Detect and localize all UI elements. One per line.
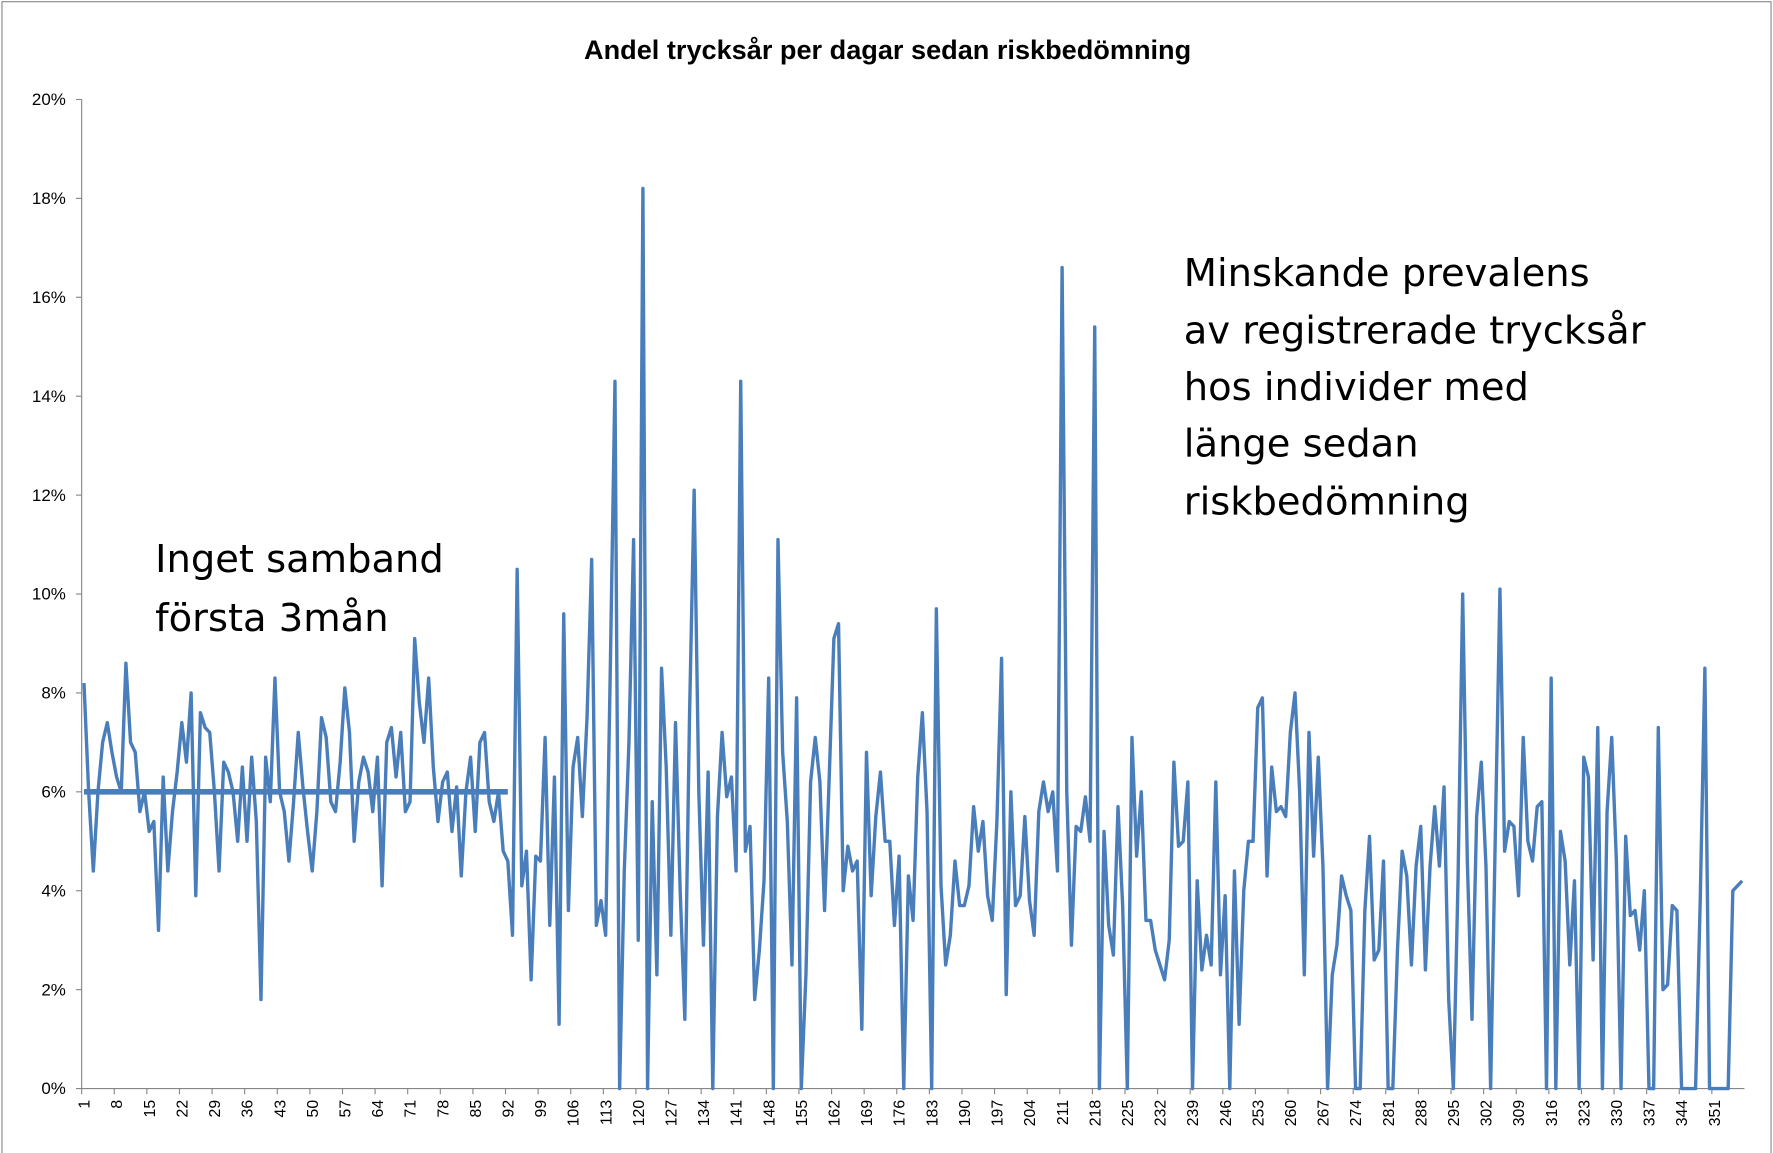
- x-tick-label: 120: [631, 1100, 648, 1127]
- y-tick-label: 12%: [32, 486, 66, 505]
- x-tick-label: 309: [1511, 1100, 1528, 1127]
- x-tick-label: 218: [1087, 1100, 1104, 1127]
- y-tick-label: 10%: [32, 585, 66, 604]
- x-tick-label: 295: [1446, 1100, 1463, 1127]
- x-tick-label: 176: [892, 1100, 909, 1127]
- x-tick-label: 64: [370, 1100, 387, 1118]
- annotation-line: hos individer med: [1184, 365, 1529, 410]
- x-tick-label: 8: [109, 1100, 126, 1109]
- x-tick-label: 43: [272, 1100, 289, 1118]
- x-tick-label: 162: [827, 1100, 844, 1126]
- x-tick-label: 260: [1283, 1100, 1300, 1127]
- annotation-line: första 3mån: [155, 596, 388, 641]
- x-tick-label: 225: [1120, 1100, 1137, 1127]
- series-line: [82, 186, 1744, 1091]
- x-tick-label: 330: [1609, 1100, 1626, 1127]
- y-tick-label: 4%: [41, 881, 65, 900]
- x-tick-label: 99: [533, 1100, 550, 1118]
- x-tick-label: 204: [1022, 1100, 1039, 1127]
- x-tick-label: 85: [468, 1100, 485, 1118]
- x-tick-label: 197: [990, 1100, 1007, 1126]
- x-tick-label: 127: [664, 1100, 681, 1126]
- x-tick-label: 113: [598, 1100, 615, 1125]
- y-tick-label: 6%: [41, 782, 65, 801]
- x-tick-label: 211: [1055, 1100, 1072, 1125]
- x-tick-label: 246: [1218, 1100, 1235, 1127]
- chart-title: Andel trycksår per dagar sedan riskbedöm…: [584, 34, 1191, 65]
- y-tick-label: 18%: [32, 189, 66, 208]
- x-tick-label: 323: [1576, 1100, 1593, 1127]
- y-tick-label: 14%: [32, 387, 66, 406]
- x-tick-label: 92: [500, 1100, 517, 1118]
- x-tick-label: 302: [1479, 1100, 1496, 1126]
- y-tick-label: 16%: [32, 288, 66, 307]
- x-tick-label: 29: [207, 1100, 224, 1118]
- annotation-line: länge sedan: [1184, 422, 1419, 467]
- x-tick-label: 239: [1185, 1100, 1202, 1127]
- x-tick-label: 50: [305, 1100, 322, 1118]
- x-tick-label: 78: [435, 1100, 452, 1118]
- x-tick-label: 344: [1674, 1100, 1691, 1127]
- x-tick-label: 316: [1544, 1100, 1561, 1127]
- annotation: Inget samband första 3mån: [155, 537, 444, 641]
- annotation-line: riskbedömning: [1184, 479, 1470, 524]
- annotation: Minskande prevalens av registrerade tryc…: [1184, 251, 1646, 524]
- x-tick-label: 190: [957, 1100, 974, 1127]
- x-tick-label: 155: [794, 1100, 811, 1127]
- x-tick-label: 288: [1413, 1100, 1430, 1127]
- annotation-line: av registrerade trycksår: [1184, 309, 1646, 354]
- x-tick-label: 351: [1707, 1100, 1724, 1127]
- x-tick-label: 169: [859, 1100, 876, 1127]
- x-tick-label: 71: [403, 1100, 420, 1118]
- x-tick-label: 15: [142, 1100, 159, 1118]
- y-tick-label: 20%: [32, 90, 66, 109]
- x-tick-label: 267: [1316, 1100, 1333, 1126]
- y-tick-label: 8%: [41, 684, 65, 703]
- annotation-line: Inget samband: [155, 537, 444, 582]
- x-tick-label: 281: [1381, 1100, 1398, 1127]
- x-tick-label: 148: [761, 1100, 778, 1127]
- x-tick-label: 274: [1348, 1100, 1365, 1127]
- x-tick-label: 337: [1642, 1100, 1659, 1126]
- y-tick-label: 2%: [41, 980, 65, 999]
- x-tick-label: 183: [924, 1100, 941, 1127]
- annotation-line: Minskande prevalens: [1184, 251, 1590, 296]
- x-tick-label: 106: [566, 1100, 583, 1127]
- y-tick-label: 0%: [41, 1079, 65, 1098]
- x-tick-label: 141: [729, 1100, 746, 1127]
- x-tick-label: 134: [696, 1100, 713, 1127]
- x-tick-label: 253: [1250, 1100, 1267, 1127]
- x-tick-label: 232: [1153, 1100, 1170, 1126]
- x-tick-label: 57: [337, 1100, 354, 1118]
- x-tick-label: 22: [174, 1100, 191, 1118]
- x-tick-label: 1: [77, 1100, 94, 1109]
- x-tick-label: 36: [240, 1100, 257, 1118]
